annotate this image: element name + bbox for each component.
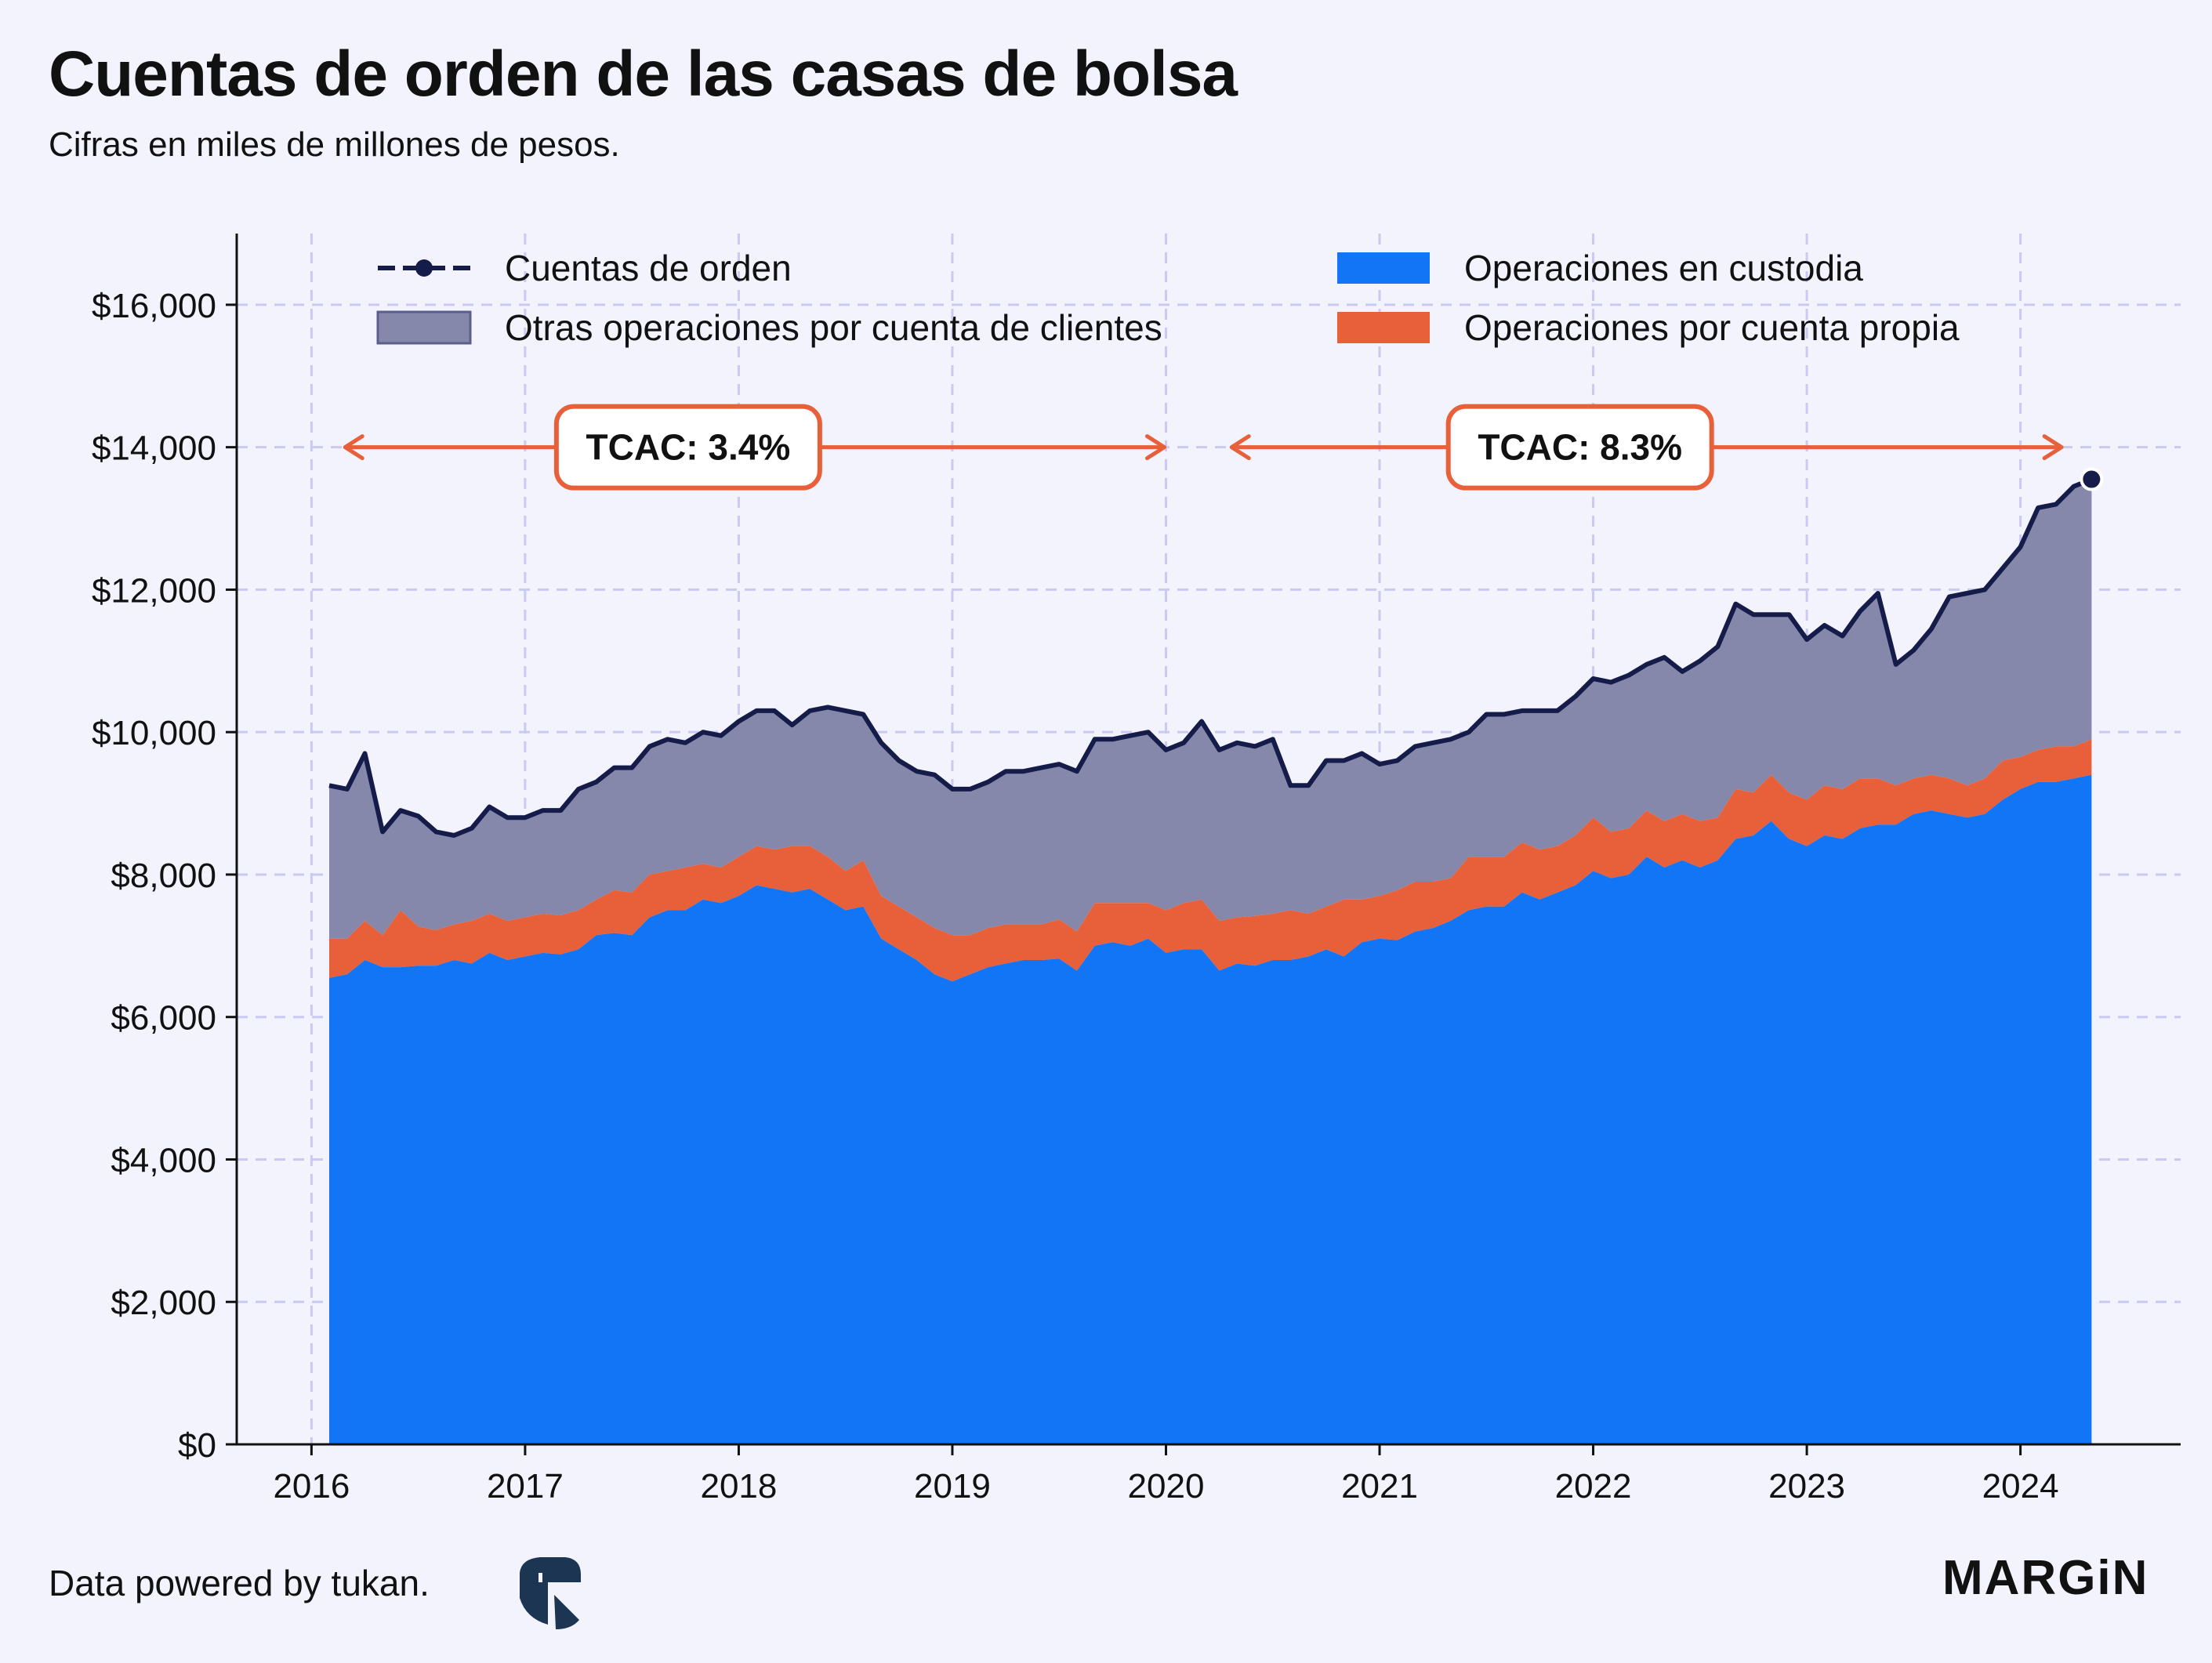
legend-label: Otras operaciones por cuenta de clientes: [505, 307, 1162, 348]
source-credit: Data powered by tukan.: [49, 1563, 430, 1603]
legend-item: Otras operaciones por cuenta de clientes: [376, 307, 1162, 348]
last-point-marker: [2080, 467, 2104, 491]
x-tick-label: 2023: [1768, 1467, 1845, 1505]
axes: $0 $2,000 $4,000 $6,000 $8,000 $10,000 $12,000…: [92, 234, 2181, 1505]
y-tick-label: $10,000: [92, 714, 216, 752]
area-cuenta-propia: [329, 739, 2092, 982]
legend-swatch-propia: [1337, 312, 1430, 343]
legend: Cuentas de orden Operaciones en custodia O…: [376, 248, 1960, 348]
x-tick-label: 2021: [1341, 1467, 1418, 1505]
tcac-label-box: [1445, 404, 1714, 491]
x-tick-label: 2017: [487, 1467, 564, 1505]
line-cuentas-de-orden: [328, 476, 2093, 838]
x-tick-label: 2020: [1128, 1467, 1205, 1505]
legend-label: Operaciones por cuenta propia: [1464, 307, 1960, 348]
y-tick-label: $0: [178, 1426, 216, 1465]
legend-swatch-otras: [376, 310, 472, 345]
x-tick-label: 2022: [1555, 1467, 1632, 1505]
y-tick-label: $8,000: [111, 857, 216, 895]
legend-swatch-marker: [415, 259, 433, 277]
legend-label: Cuentas de orden: [505, 248, 792, 288]
tcac-label: TCAC: 8.3%: [1478, 427, 1682, 468]
legend-item: Operaciones en custodia: [1337, 248, 1863, 288]
x-tick-label: 2016: [273, 1467, 350, 1505]
y-tick-label: $6,000: [111, 999, 216, 1038]
legend-swatch-custodia: [1337, 252, 1430, 284]
y-tick-label: $14,000: [92, 429, 216, 468]
y-tick-label: $16,000: [92, 287, 216, 325]
margin-brand-logo: MARGiN: [1942, 1551, 2149, 1605]
x-tick-label: 2024: [1982, 1467, 2059, 1505]
stacked-areas: [329, 479, 2092, 1444]
x-tick-label: 2018: [700, 1467, 777, 1505]
tcac-label: TCAC: 3.4%: [586, 427, 791, 468]
legend-item: Operaciones por cuenta propia: [1337, 307, 1960, 348]
tukan-logo-icon: [520, 1557, 581, 1629]
tcac-label-box: [553, 404, 822, 491]
x-tick-label: 2019: [914, 1467, 991, 1505]
tcac-arrow-left-head: [343, 434, 364, 461]
annotations: TCAC: 3.4% TCAC: 8.3%: [343, 404, 2064, 491]
area-otras-operaciones: [329, 479, 2092, 939]
y-tick-label: $2,000: [111, 1284, 216, 1322]
chart-title: Cuentas de orden de las casas de bolsa: [49, 38, 1238, 110]
tcac-annotation: TCAC: 8.3%: [1229, 404, 2064, 491]
y-tick-label: $12,000: [92, 571, 216, 610]
chart-subtitle: Cifras en miles de millones de pesos.: [49, 125, 620, 164]
tcac-arrow-right-head: [1144, 434, 1166, 461]
legend-item: Cuentas de orden: [378, 248, 792, 288]
y-tick-label: $4,000: [111, 1141, 216, 1179]
tcac-arrow-left-head: [1229, 434, 1251, 461]
area-custodia: [329, 774, 2092, 1444]
tcac-arrow-right-head: [2042, 434, 2064, 461]
tcac-annotation: TCAC: 3.4%: [343, 404, 1166, 491]
legend-label: Operaciones en custodia: [1464, 248, 1863, 288]
total-line: [328, 467, 2104, 838]
